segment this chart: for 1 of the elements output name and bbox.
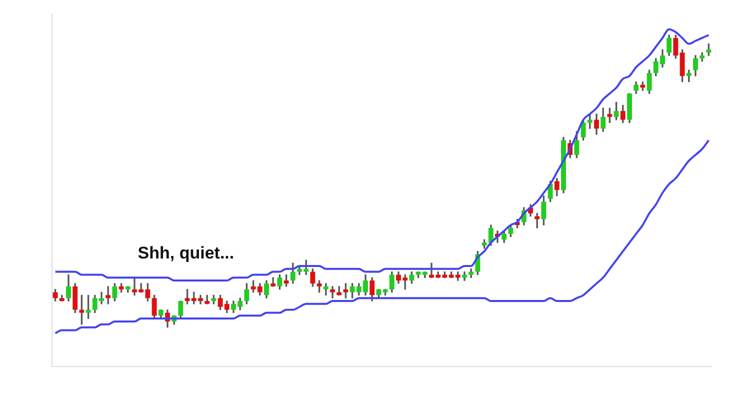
annotation: Shh, quiet...	[138, 243, 234, 262]
